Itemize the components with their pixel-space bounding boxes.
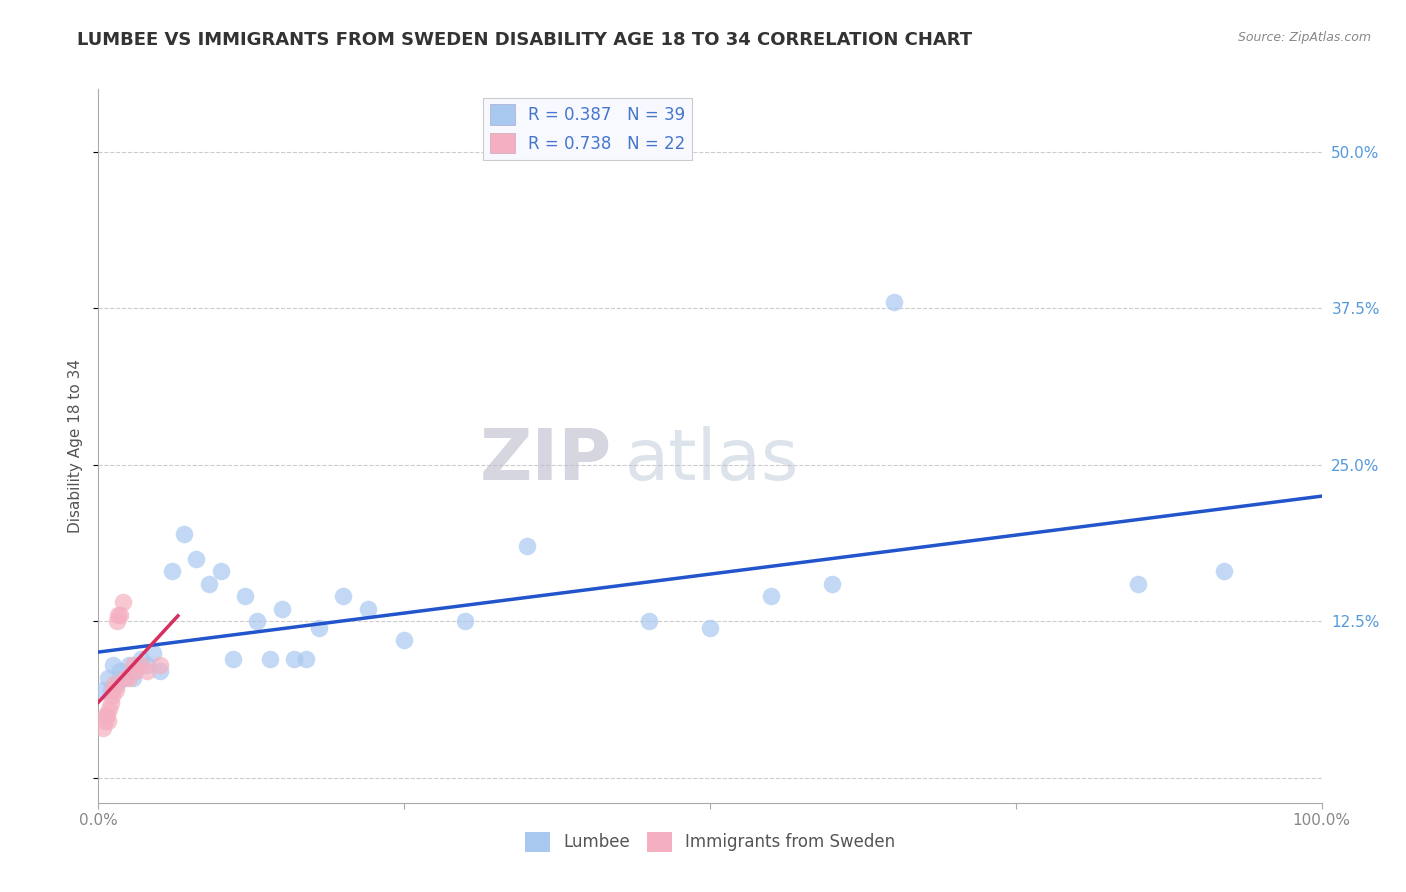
- Point: [101, 690, 124, 704]
- Point: [118, 671, 141, 685]
- Point: [761, 589, 783, 603]
- Point: [118, 658, 141, 673]
- Point: [283, 652, 305, 666]
- Point: [270, 601, 294, 615]
- Legend: Lumbee, Immigrants from Sweden: Lumbee, Immigrants from Sweden: [519, 825, 901, 859]
- Point: [121, 671, 143, 685]
- Point: [129, 658, 152, 673]
- Point: [104, 683, 127, 698]
- Point: [883, 295, 905, 310]
- Point: [295, 652, 318, 666]
- Point: [136, 658, 159, 673]
- Point: [110, 607, 132, 622]
- Point: [149, 658, 172, 673]
- Point: [101, 683, 124, 698]
- Point: [1212, 564, 1234, 578]
- Point: [98, 702, 121, 716]
- Text: LUMBEE VS IMMIGRANTS FROM SWEDEN DISABILITY AGE 18 TO 34 CORRELATION CHART: LUMBEE VS IMMIGRANTS FROM SWEDEN DISABIL…: [77, 31, 973, 49]
- Point: [142, 646, 165, 660]
- Point: [392, 633, 416, 648]
- Point: [111, 671, 134, 685]
- Point: [173, 526, 195, 541]
- Point: [101, 658, 124, 673]
- Point: [637, 614, 661, 628]
- Point: [821, 576, 844, 591]
- Point: [129, 652, 152, 666]
- Point: [110, 665, 132, 679]
- Point: [111, 595, 134, 609]
- Point: [96, 708, 118, 723]
- Point: [1128, 576, 1150, 591]
- Point: [114, 671, 136, 685]
- Point: [100, 696, 122, 710]
- Point: [197, 576, 219, 591]
- Point: [91, 683, 114, 698]
- Point: [160, 564, 183, 578]
- Point: [454, 614, 477, 628]
- Text: Source: ZipAtlas.com: Source: ZipAtlas.com: [1237, 31, 1371, 45]
- Point: [149, 665, 172, 679]
- Point: [124, 665, 146, 679]
- Point: [93, 714, 115, 729]
- Point: [121, 658, 143, 673]
- Point: [222, 652, 245, 666]
- Point: [94, 708, 117, 723]
- Point: [699, 621, 721, 635]
- Point: [332, 589, 354, 603]
- Point: [233, 589, 256, 603]
- Point: [105, 677, 128, 691]
- Point: [105, 614, 128, 628]
- Y-axis label: Disability Age 18 to 34: Disability Age 18 to 34: [67, 359, 83, 533]
- Point: [107, 607, 129, 622]
- Point: [103, 677, 125, 691]
- Point: [308, 621, 330, 635]
- Point: [515, 539, 537, 553]
- Point: [100, 683, 122, 698]
- Point: [91, 721, 114, 735]
- Point: [124, 665, 146, 679]
- Point: [186, 551, 208, 566]
- Text: ZIP: ZIP: [479, 425, 612, 495]
- Point: [356, 601, 378, 615]
- Point: [246, 614, 269, 628]
- Point: [97, 714, 120, 729]
- Text: atlas: atlas: [624, 425, 799, 495]
- Point: [136, 665, 159, 679]
- Point: [259, 652, 281, 666]
- Point: [97, 671, 120, 685]
- Point: [209, 564, 232, 578]
